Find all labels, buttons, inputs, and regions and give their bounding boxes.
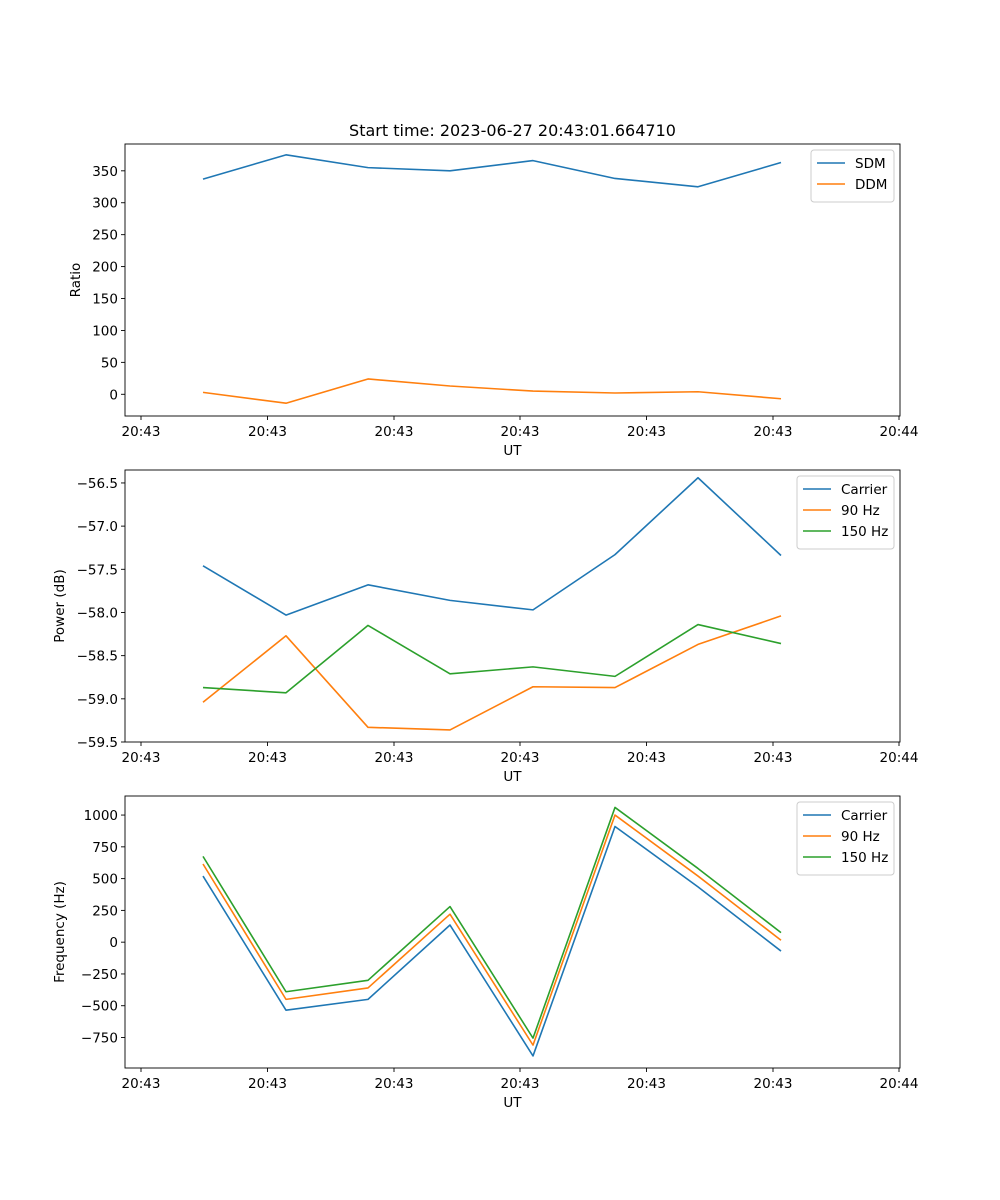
series-line-carrier	[202, 476, 782, 616]
x-tick-label: 20:43	[122, 1076, 161, 1092]
x-tick-label: 20:43	[754, 750, 793, 766]
figure-title: Start time: 2023-06-27 20:43:01.664710	[349, 121, 676, 140]
x-tick-label: 20:43	[248, 424, 287, 440]
legend-entry: SDM	[855, 156, 886, 172]
y-tick-label: −57.0	[77, 519, 118, 535]
x-tick-label: 20:43	[248, 750, 287, 766]
y-tick-label: −58.0	[77, 605, 118, 621]
x-axis-label: UT	[503, 1095, 522, 1111]
x-tick-label: 20:43	[375, 424, 414, 440]
series-line-carrier	[202, 825, 782, 1057]
y-tick-label: −750	[81, 1030, 118, 1046]
x-tick-label: 20:43	[122, 424, 161, 440]
legend-entry: 150 Hz	[841, 850, 888, 866]
y-tick-label: 250	[92, 903, 118, 919]
x-tick-label: 20:43	[627, 424, 666, 440]
x-axis-label: UT	[503, 443, 522, 459]
y-tick-label: 300	[92, 196, 118, 212]
legend: SDM DDM	[810, 149, 895, 203]
x-tick-label: 20:43	[501, 750, 540, 766]
y-tick-label: −58.5	[77, 649, 118, 665]
series-line-150-hz	[202, 623, 782, 694]
x-tick-label: 20:44	[880, 424, 919, 440]
y-axis-label: Frequency (Hz)	[52, 881, 68, 983]
y-tick-label: 50	[101, 355, 118, 371]
x-tick-label: 20:43	[375, 1076, 414, 1092]
y-tick-label: −500	[81, 999, 118, 1015]
subplot-1: 20:43 20:43 20:43 20:43 20:43 20:43 20:44 0 50 10…	[68, 143, 919, 459]
y-axis-label: Power (dB)	[52, 569, 68, 642]
series-line-150-hz	[202, 806, 782, 1039]
y-tick-label: −250	[81, 967, 118, 983]
x-tick-label: 20:43	[501, 1076, 540, 1092]
y-tick-label: −59.5	[77, 735, 118, 751]
y-tick-label: −56.5	[77, 476, 118, 492]
plots-container: 20:43 20:43 20:43 20:43 20:43 20:43 20:44 0 50 10…	[52, 143, 919, 1111]
y-tick-label: 1000	[84, 808, 118, 824]
x-tick-label: 20:43	[375, 750, 414, 766]
axes-frame	[124, 795, 901, 1069]
x-tick-label: 20:43	[122, 750, 161, 766]
x-tick-label: 20:44	[880, 750, 919, 766]
y-tick-label: 200	[92, 260, 118, 276]
y-tick-label: 750	[92, 840, 118, 856]
x-tick-label: 20:43	[754, 424, 793, 440]
series-line-90-hz	[202, 814, 782, 1046]
y-tick-label: −59.0	[77, 692, 118, 708]
y-tick-label: 0	[109, 387, 118, 403]
series-line-90-hz	[202, 615, 782, 731]
legend-entry: Carrier	[841, 482, 888, 498]
legend-entry: 90 Hz	[841, 829, 880, 845]
legend: Carrier 90 Hz 150 Hz	[796, 475, 895, 550]
x-tick-label: 20:43	[627, 750, 666, 766]
axes-frame	[124, 469, 901, 743]
x-tick-label: 20:43	[501, 424, 540, 440]
y-tick-label: 500	[92, 872, 118, 888]
legend-entry: 90 Hz	[841, 503, 880, 519]
x-tick-label: 20:43	[627, 1076, 666, 1092]
legend: Carrier 90 Hz 150 Hz	[796, 801, 895, 876]
x-tick-label: 20:43	[754, 1076, 793, 1092]
series-line-sdm	[202, 154, 782, 188]
legend-entry: Carrier	[841, 808, 888, 824]
legend-entry: 150 Hz	[841, 524, 888, 540]
y-tick-label: 350	[92, 164, 118, 180]
y-axis-label: Ratio	[68, 263, 84, 298]
subplot-3: 20:43 20:43 20:43 20:43 20:43 20:43 20:44 −750 −…	[52, 795, 919, 1111]
x-tick-label: 20:43	[248, 1076, 287, 1092]
y-tick-label: 250	[92, 228, 118, 244]
y-tick-label: 0	[109, 935, 118, 951]
series-line-ddm	[202, 378, 782, 405]
y-tick-label: 150	[92, 292, 118, 308]
y-tick-label: −57.5	[77, 562, 118, 578]
x-tick-label: 20:44	[880, 1076, 919, 1092]
y-tick-label: 100	[92, 323, 118, 339]
legend-entry: DDM	[855, 177, 887, 193]
axes-frame	[124, 143, 901, 417]
subplot-2: 20:43 20:43 20:43 20:43 20:43 20:43 20:44 −59.5…	[52, 469, 919, 785]
x-axis-label: UT	[503, 769, 522, 785]
